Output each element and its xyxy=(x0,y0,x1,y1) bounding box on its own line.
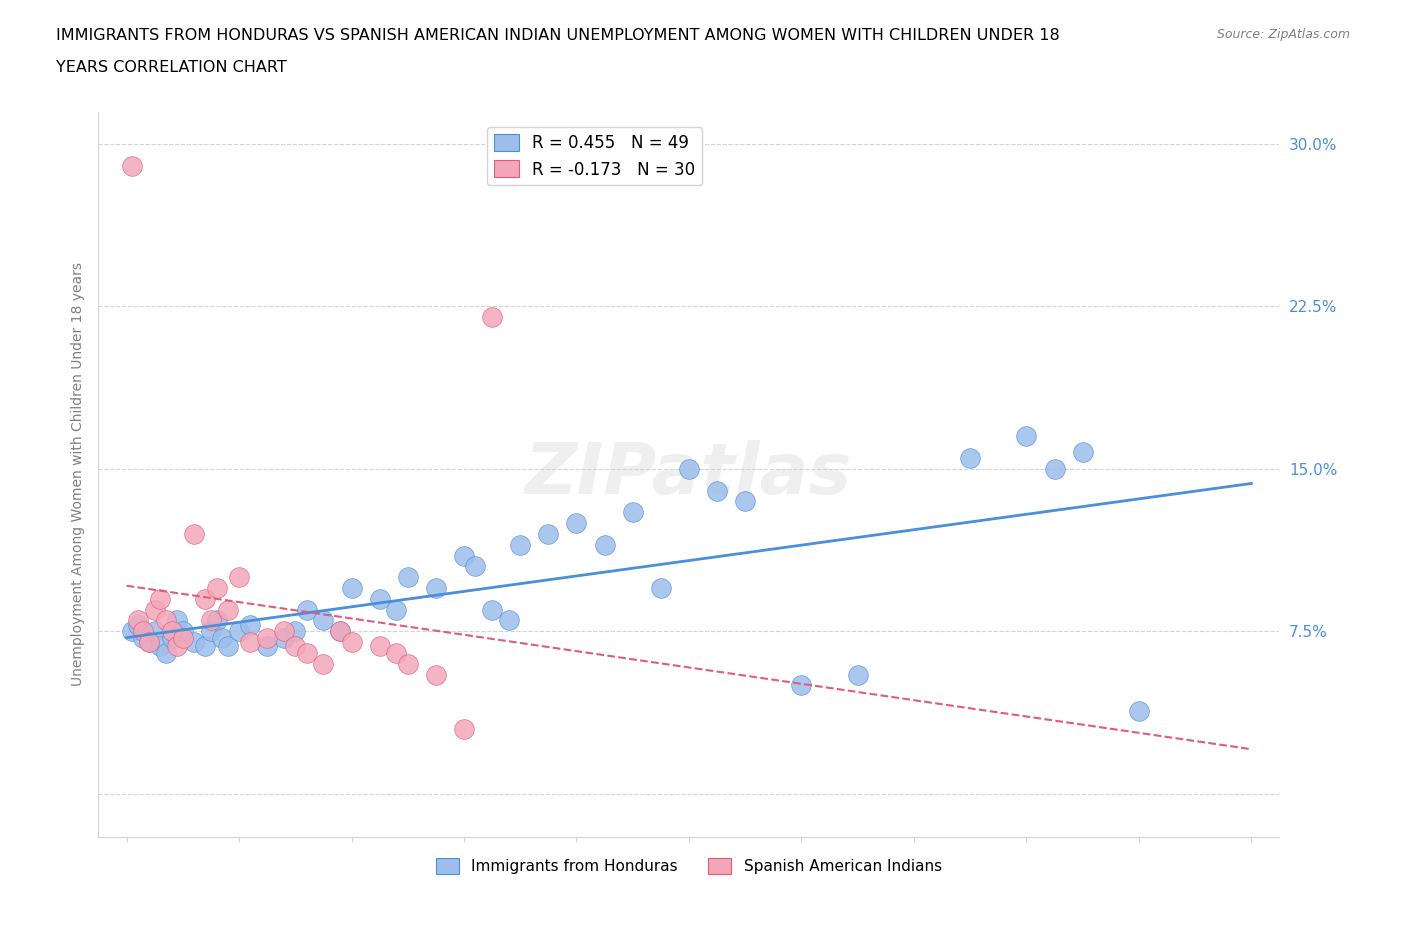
Point xyxy=(734,494,756,509)
Point xyxy=(273,624,295,639)
Text: ZIPatlas: ZIPatlas xyxy=(526,440,852,509)
Point xyxy=(273,631,295,645)
Point xyxy=(959,451,981,466)
Point xyxy=(481,310,503,325)
Point xyxy=(205,613,228,628)
Point xyxy=(143,624,166,639)
Point xyxy=(1071,445,1094,459)
Point xyxy=(166,639,188,654)
Point xyxy=(183,526,205,541)
Y-axis label: Unemployment Among Women with Children Under 18 years: Unemployment Among Women with Children U… xyxy=(70,262,84,686)
Point xyxy=(228,624,250,639)
Point xyxy=(621,505,644,520)
Point xyxy=(149,591,172,606)
Point xyxy=(149,639,172,654)
Point xyxy=(340,634,363,649)
Point xyxy=(329,624,352,639)
Point xyxy=(565,515,588,530)
Point xyxy=(138,634,160,649)
Point xyxy=(200,613,222,628)
Text: YEARS CORRELATION CHART: YEARS CORRELATION CHART xyxy=(56,60,287,75)
Point xyxy=(121,624,143,639)
Point xyxy=(155,645,177,660)
Point xyxy=(295,603,318,618)
Point xyxy=(846,667,869,682)
Point xyxy=(211,631,233,645)
Point xyxy=(453,548,475,563)
Point xyxy=(172,631,194,645)
Point xyxy=(464,559,486,574)
Point xyxy=(425,580,447,595)
Point xyxy=(312,657,335,671)
Point xyxy=(172,624,194,639)
Point xyxy=(143,603,166,618)
Point xyxy=(1128,704,1150,719)
Point xyxy=(160,631,183,645)
Point xyxy=(593,538,616,552)
Point xyxy=(368,639,391,654)
Legend: Immigrants from Honduras, Spanish American Indians: Immigrants from Honduras, Spanish Americ… xyxy=(430,852,948,880)
Point xyxy=(127,618,149,632)
Point xyxy=(160,624,183,639)
Point xyxy=(239,634,262,649)
Point xyxy=(295,645,318,660)
Point xyxy=(138,634,160,649)
Point xyxy=(537,526,560,541)
Point xyxy=(425,667,447,682)
Point xyxy=(284,624,307,639)
Point xyxy=(1043,461,1066,476)
Point xyxy=(385,645,408,660)
Point xyxy=(166,613,188,628)
Point xyxy=(194,639,217,654)
Point xyxy=(396,657,419,671)
Point xyxy=(509,538,531,552)
Point xyxy=(329,624,352,639)
Point xyxy=(1015,429,1038,444)
Point xyxy=(200,624,222,639)
Point xyxy=(132,624,155,639)
Point xyxy=(217,639,239,654)
Point xyxy=(385,603,408,618)
Point xyxy=(183,634,205,649)
Point xyxy=(205,580,228,595)
Point xyxy=(481,603,503,618)
Point xyxy=(396,570,419,585)
Text: Source: ZipAtlas.com: Source: ZipAtlas.com xyxy=(1216,28,1350,41)
Point xyxy=(790,678,813,693)
Point xyxy=(453,722,475,737)
Point xyxy=(121,158,143,173)
Point xyxy=(284,639,307,654)
Point xyxy=(256,631,278,645)
Point xyxy=(312,613,335,628)
Point xyxy=(256,639,278,654)
Point xyxy=(368,591,391,606)
Point xyxy=(228,570,250,585)
Point xyxy=(127,613,149,628)
Point xyxy=(650,580,672,595)
Point xyxy=(678,461,700,476)
Point xyxy=(217,603,239,618)
Point xyxy=(706,483,728,498)
Point xyxy=(239,618,262,632)
Point xyxy=(498,613,520,628)
Point xyxy=(194,591,217,606)
Point xyxy=(155,613,177,628)
Point xyxy=(132,631,155,645)
Point xyxy=(340,580,363,595)
Text: IMMIGRANTS FROM HONDURAS VS SPANISH AMERICAN INDIAN UNEMPLOYMENT AMONG WOMEN WIT: IMMIGRANTS FROM HONDURAS VS SPANISH AMER… xyxy=(56,28,1060,43)
